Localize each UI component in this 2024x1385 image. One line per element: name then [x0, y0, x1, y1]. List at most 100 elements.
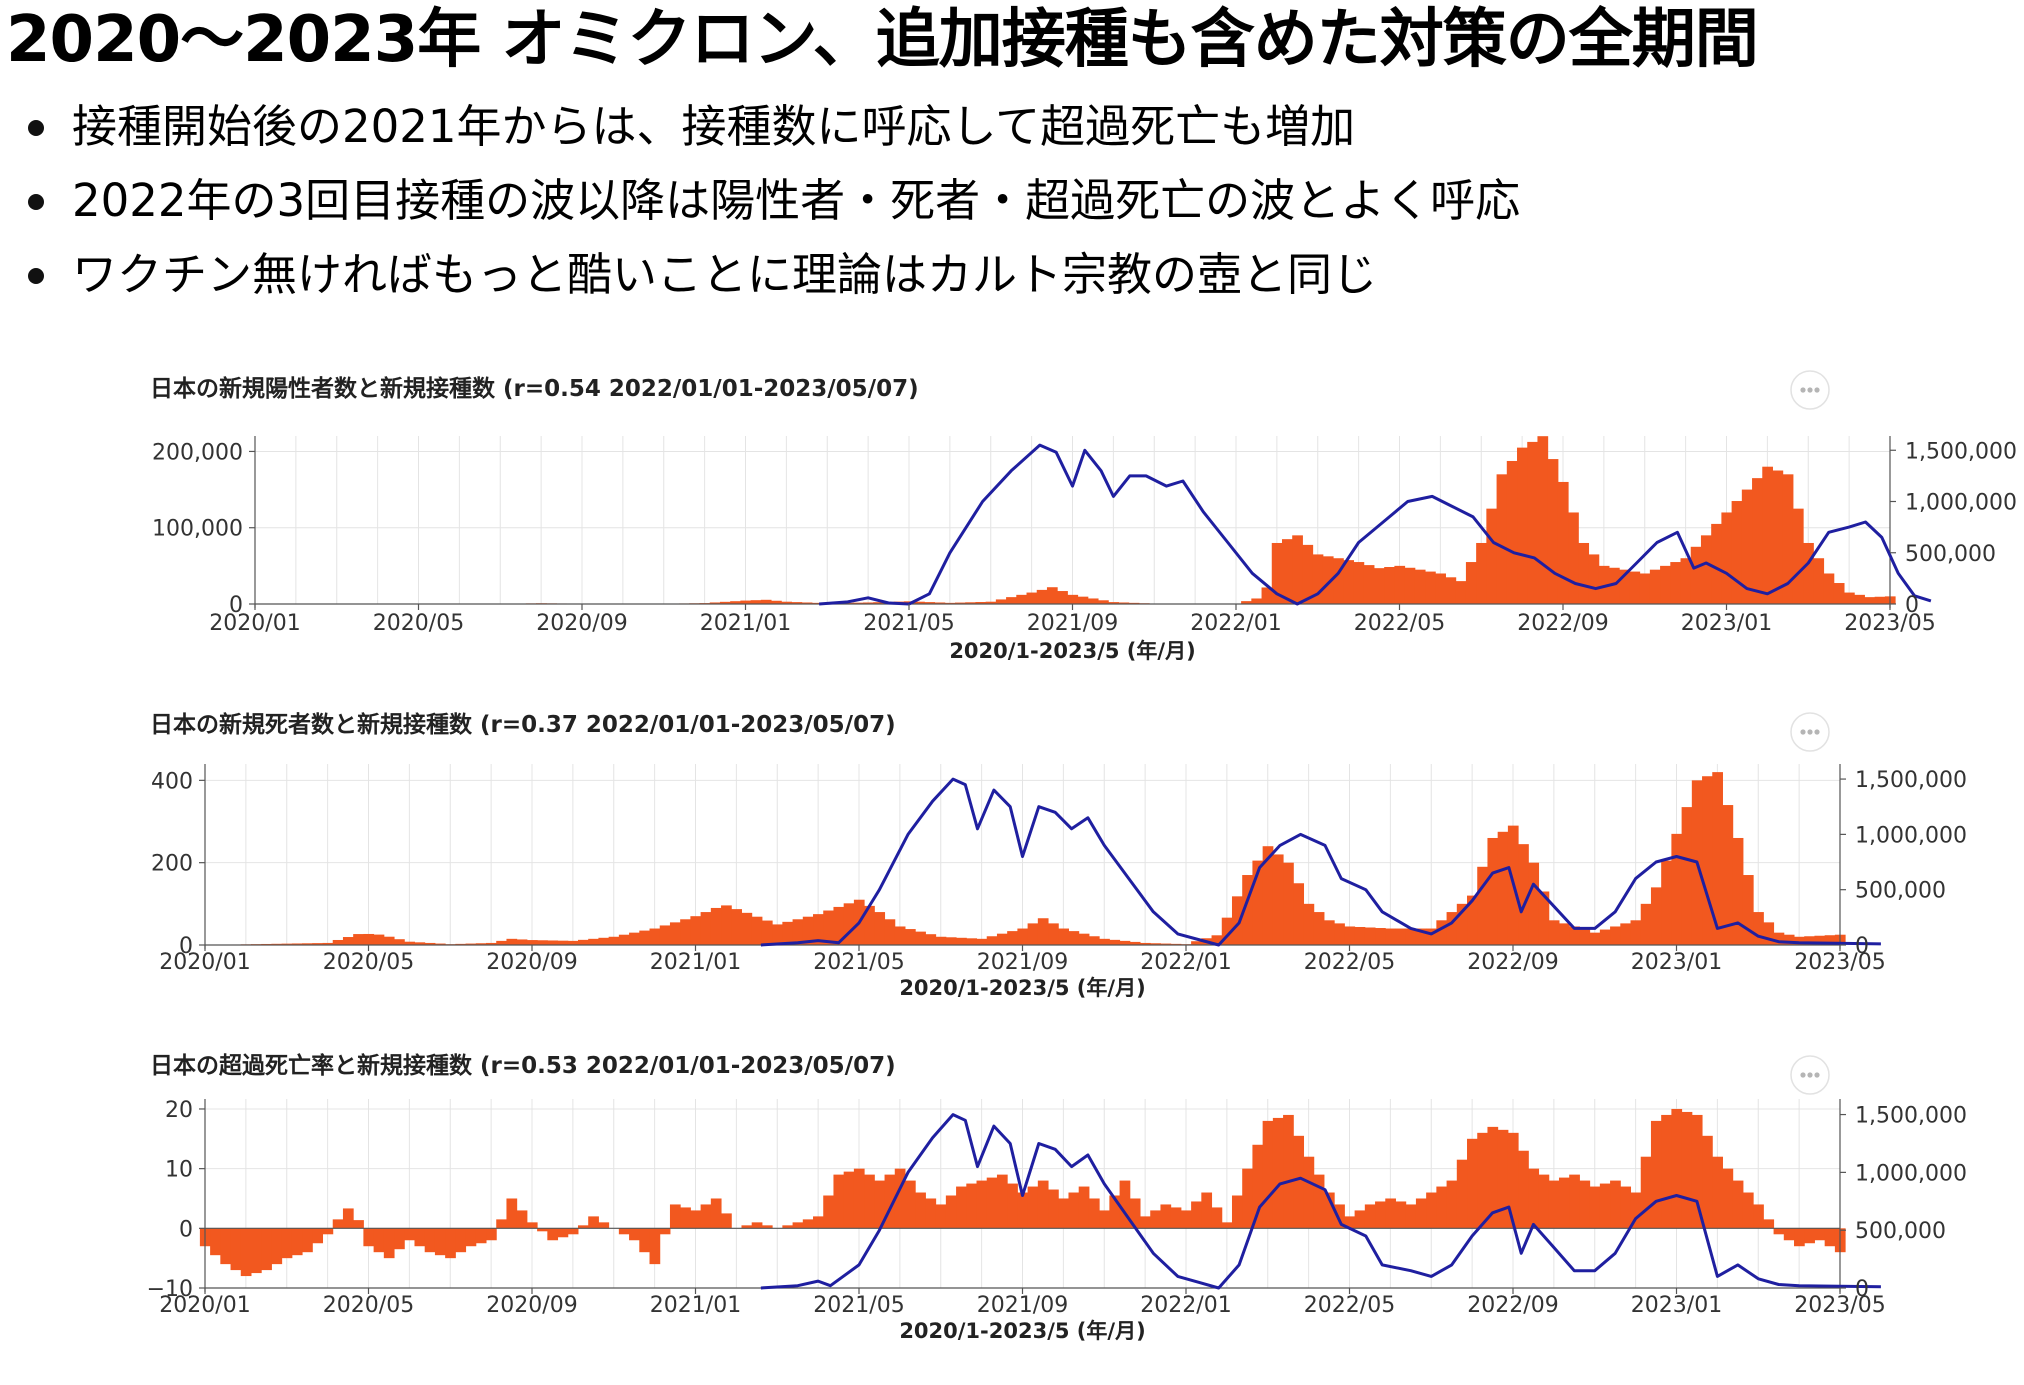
bar: [1834, 583, 1845, 604]
bullet-text: 接種開始後の2021年からは、接種数に呼応して超過死亡も増加: [72, 100, 1355, 153]
bar: [251, 1228, 262, 1273]
bar: [1027, 593, 1038, 604]
bar: [1028, 1187, 1039, 1229]
ellipsis-menu-icon[interactable]: [1791, 713, 1829, 751]
bar: [1814, 1228, 1825, 1240]
bar: [1507, 461, 1518, 604]
bar: [1242, 1169, 1253, 1229]
bullet-text: 2022年の3回目接種の波以降は陽性者・死者・超過死亡の波とよく呼応: [72, 174, 1520, 227]
bar: [1549, 920, 1560, 945]
bar: [1067, 595, 1078, 604]
y-tick-label-left: 20: [165, 1098, 193, 1123]
bar: [1721, 512, 1732, 604]
bullet-dot-icon: [28, 194, 44, 210]
x-tick-label: 2023/05: [1794, 1293, 1885, 1318]
bar: [619, 1228, 630, 1234]
bar: [1028, 923, 1039, 945]
bar: [241, 1228, 252, 1276]
bar: [1171, 1207, 1182, 1228]
bar: [1813, 558, 1824, 604]
bar: [966, 1184, 977, 1229]
bar: [1661, 1115, 1672, 1228]
chart-svg: 日本の超過死亡率と新規接種数 (r=0.53 2022/01/01-2023/0…: [0, 1045, 2024, 1345]
bar: [1527, 442, 1538, 604]
bar: [486, 1228, 497, 1240]
bar: [445, 1228, 456, 1258]
bar: [282, 1228, 293, 1258]
bar: [1374, 568, 1385, 604]
bar: [1466, 562, 1477, 604]
bar: [1875, 597, 1886, 604]
bar: [414, 1228, 425, 1246]
bar: [1825, 1228, 1836, 1246]
x-tick-label: 2021/01: [650, 1293, 741, 1318]
x-tick-label: 2023/01: [1631, 950, 1722, 975]
y-tick-label-right: 500,000: [1905, 542, 1996, 567]
bar: [1641, 904, 1652, 945]
bullet-list: 接種開始後の2021年からは、接種数に呼応して超過死亡も増加 2022年の3回目…: [20, 90, 1520, 312]
bar: [1537, 436, 1548, 604]
bar: [1661, 861, 1672, 945]
y-tick-label-right: 1,000,000: [1905, 491, 2017, 516]
bar: [1292, 535, 1303, 604]
bar: [1803, 543, 1814, 604]
bar: [1640, 573, 1651, 604]
bar: [977, 939, 988, 945]
bar: [1038, 918, 1049, 945]
bar: [1590, 933, 1601, 945]
bar: [1712, 1157, 1723, 1229]
x-tick-label: 2023/01: [1681, 611, 1772, 636]
ellipsis-menu-icon[interactable]: [1791, 371, 1829, 409]
bar: [343, 937, 354, 945]
bar: [1181, 1210, 1192, 1228]
bar: [874, 912, 885, 945]
bar: [844, 903, 855, 945]
bar: [619, 935, 630, 945]
bar: [1600, 1184, 1611, 1229]
bar: [1282, 539, 1293, 604]
chart-deaths-vs-vaccinations: 日本の新規死者数と新規接種数 (r=0.37 2022/01/01-2023/0…: [0, 702, 2024, 1042]
bar: [803, 1219, 814, 1228]
bar: [1549, 1181, 1560, 1229]
bar: [506, 1198, 517, 1228]
bar: [1854, 595, 1865, 604]
bar: [384, 1228, 395, 1258]
y-tick-label-left: 10: [165, 1158, 193, 1183]
bar: [813, 1216, 824, 1228]
bar: [1447, 1181, 1458, 1229]
bar: [1590, 1187, 1601, 1229]
bar: [997, 1175, 1008, 1229]
bar: [761, 600, 772, 604]
x-tick-label: 2020/05: [323, 1293, 414, 1318]
bar: [1089, 1198, 1100, 1228]
x-tick-label: 2022/05: [1304, 1293, 1395, 1318]
x-tick-label: 2020/05: [373, 611, 464, 636]
y-tick-label-left: 200,000: [152, 440, 243, 465]
bar: [353, 1220, 364, 1228]
bar: [1497, 474, 1508, 604]
bar: [1395, 1201, 1406, 1228]
bar: [598, 938, 609, 945]
bar: [1629, 572, 1640, 604]
bar: [1844, 593, 1855, 604]
bar: [527, 1222, 538, 1228]
bar: [1017, 1193, 1028, 1229]
bar: [905, 929, 916, 945]
bar: [680, 919, 691, 945]
bar: [1671, 1109, 1682, 1228]
x-tick-label: 2022/09: [1467, 950, 1558, 975]
bar: [496, 941, 507, 945]
x-tick-label: 2022/05: [1354, 611, 1445, 636]
bar: [966, 938, 977, 945]
bar: [1753, 1204, 1764, 1228]
bar: [1610, 1181, 1621, 1229]
bar: [1057, 591, 1068, 604]
x-tick-label: 2021/09: [977, 1293, 1068, 1318]
ellipsis-menu-icon[interactable]: [1791, 1056, 1829, 1094]
bar: [261, 1228, 272, 1270]
bar: [568, 941, 579, 945]
bar: [558, 941, 569, 945]
bar: [363, 934, 374, 945]
bar: [1528, 863, 1539, 945]
bar: [1293, 1136, 1304, 1228]
